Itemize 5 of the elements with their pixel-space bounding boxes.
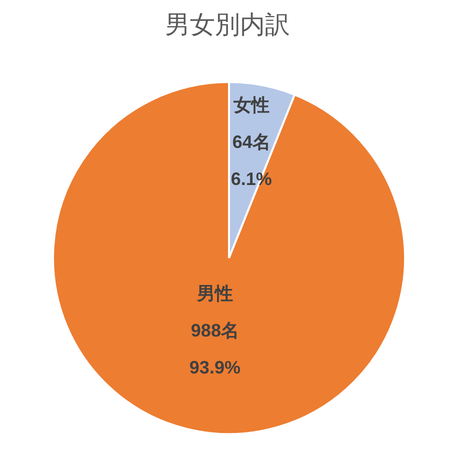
pie-slice	[52, 81, 406, 435]
slice-label: 男性	[196, 284, 233, 304]
data-label: 988名 93.9%	[189, 320, 240, 378]
chart-title: 男女別内訳	[164, 10, 291, 41]
slice-label: 女性	[232, 95, 270, 116]
